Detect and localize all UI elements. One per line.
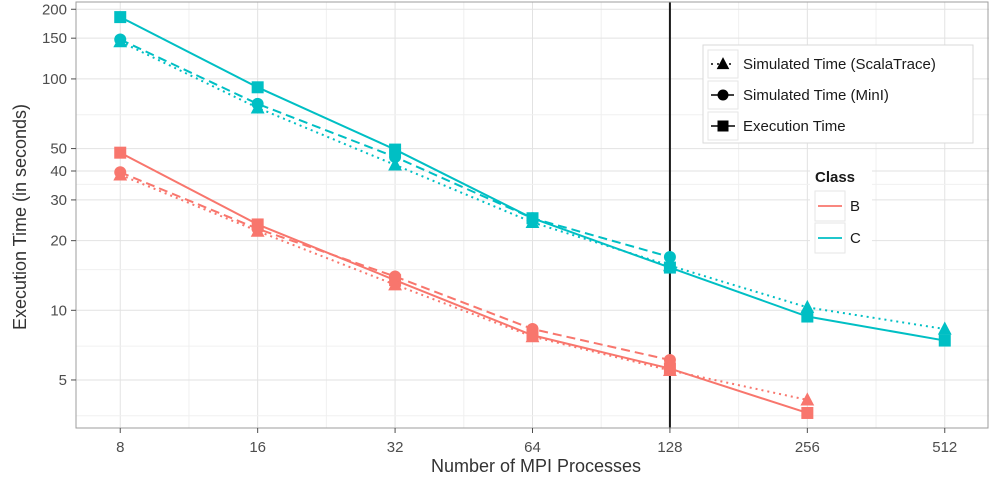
data-point <box>114 11 127 24</box>
series-line <box>119 173 808 401</box>
x-tick-label: 512 <box>932 439 957 456</box>
series-layer <box>113 11 952 419</box>
data-point <box>526 323 539 336</box>
legend-circle-icon <box>717 89 729 101</box>
data-point <box>937 321 952 335</box>
y-tick-label: 10 <box>50 302 67 319</box>
data-point <box>801 406 814 419</box>
y-axis-title: Execution Time (in seconds) <box>10 104 30 330</box>
x-axis-title: Number of MPI Processes <box>431 456 641 476</box>
data-point <box>663 353 676 366</box>
y-tick-label: 100 <box>42 71 67 88</box>
data-point <box>938 334 951 347</box>
data-point <box>800 392 815 406</box>
data-point <box>663 362 677 377</box>
y-tick-label: 40 <box>50 163 67 180</box>
data-point <box>113 167 128 181</box>
legend-class: Class BC <box>810 162 872 257</box>
legend-label: C <box>850 230 861 247</box>
x-tick-label: 32 <box>387 439 404 456</box>
x-tick-label: 64 <box>524 439 541 456</box>
legend-label: Simulated Time (ScalaTrace) <box>743 56 936 73</box>
legend-label: Execution Time <box>743 118 846 135</box>
x-tick-label: 128 <box>657 439 682 456</box>
legend-square-icon <box>717 120 729 132</box>
data-point <box>250 223 265 237</box>
legend-class-title: Class <box>815 169 855 186</box>
legend-shape: Simulated Time (ScalaTrace) Simulated Tim… <box>702 44 974 144</box>
data-point <box>388 157 402 171</box>
axis-layer: 8 16 32 64 128 256 512 5 10 20 30 40 50 100 150 200 <box>42 1 957 456</box>
x-tick-label: 256 <box>795 439 820 456</box>
series-c-triangle <box>113 34 952 335</box>
y-tick-label: 50 <box>50 141 67 158</box>
data-point <box>525 214 540 228</box>
y-tick-label: 150 <box>42 30 67 47</box>
data-point <box>389 270 402 283</box>
x-tick-label: 16 <box>249 439 266 456</box>
data-point <box>113 34 128 48</box>
data-point <box>388 277 402 291</box>
data-point <box>251 81 264 94</box>
y-tick-label: 5 <box>59 372 67 389</box>
data-point <box>663 250 676 263</box>
y-tick-label: 200 <box>42 1 67 18</box>
data-point <box>389 150 402 163</box>
legend-triangle-icon <box>716 57 730 70</box>
legend-label: Simulated Time (MinI) <box>743 87 889 104</box>
data-point <box>801 310 814 323</box>
data-point <box>663 258 677 272</box>
x-tick-label: 8 <box>116 439 124 456</box>
series-b-triangle <box>113 167 815 406</box>
y-tick-label: 20 <box>50 233 67 250</box>
data-point <box>800 299 815 313</box>
data-point <box>114 146 127 159</box>
legend-shape-box <box>702 44 974 144</box>
y-tick-label: 30 <box>50 192 67 209</box>
data-point <box>525 329 540 343</box>
data-point <box>250 100 265 114</box>
legend-label: B <box>850 198 860 215</box>
